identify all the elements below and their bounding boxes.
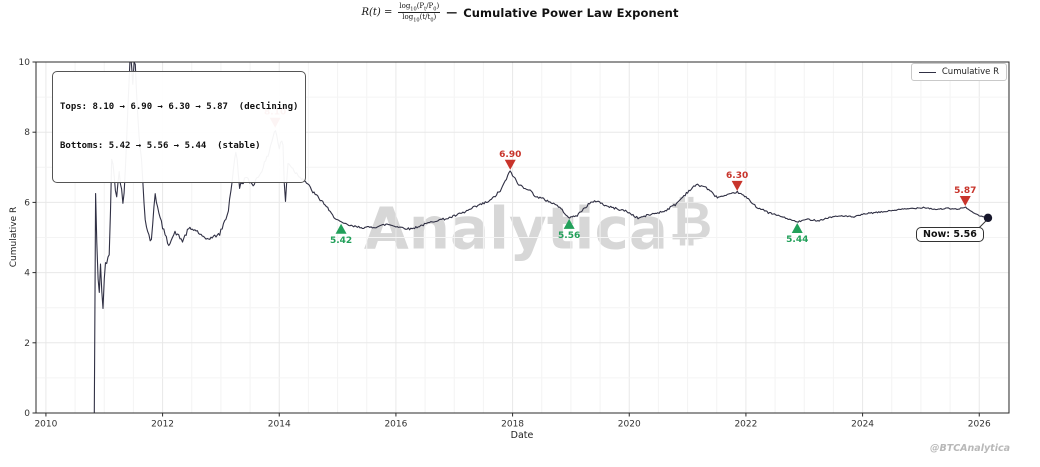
x-tick-label: 2022 <box>734 420 757 430</box>
top-marker-icon <box>504 159 516 170</box>
bottoms-line: Bottoms: 5.42 → 5.56 → 5.44 (stable) <box>60 141 261 151</box>
y-tick-label: 6 <box>24 198 30 208</box>
x-tick-label: 2012 <box>151 420 174 430</box>
plot-border <box>35 61 1010 414</box>
now-dot <box>983 213 993 223</box>
top-marker-label: 6.30 <box>726 171 748 181</box>
y-tick-label: 10 <box>19 58 31 68</box>
bottom-marker-icon <box>791 223 803 234</box>
formula-denominator: log10(t/t0) <box>402 13 437 24</box>
legend-label: Cumulative R <box>941 67 999 77</box>
x-tick-label: 2020 <box>618 420 641 430</box>
attribution: @BTCAnalytica <box>929 443 1010 454</box>
bottom-marker-label: 5.44 <box>786 235 808 245</box>
bottom-marker-icon <box>335 223 347 234</box>
top-marker-label: 6.90 <box>499 150 521 160</box>
chart-title: R(t) = log10(Pt/P0) log10(t/t0) — Cumula… <box>0 2 1040 24</box>
x-tick-label: 2024 <box>851 420 874 430</box>
formula-fraction: log10(Pt/P0) log10(t/t0) <box>398 2 441 24</box>
legend-line-sample <box>918 71 936 73</box>
cumulative-r-line <box>93 62 989 413</box>
x-tick-label: 2014 <box>268 420 291 430</box>
title-text: Cumulative Power Law Exponent <box>463 5 679 20</box>
now-label: Now: 5.56 <box>916 226 984 242</box>
legend: Cumulative R <box>910 63 1007 81</box>
y-tick-label: 8 <box>24 128 30 138</box>
y-tick-label: 4 <box>24 269 30 279</box>
tops-bottoms-annotation: Tops: 8.10 → 6.90 → 6.30 → 5.87 (declini… <box>52 71 307 183</box>
bottom-marker-icon <box>563 218 575 229</box>
formula-lhs: R(t) = <box>361 7 393 19</box>
x-axis-label: Date <box>510 430 534 441</box>
y-tick-label: 0 <box>24 409 30 419</box>
top-marker-label: 5.87 <box>954 186 976 196</box>
x-tick-label: 2026 <box>968 420 991 430</box>
now-label-text: Now: 5.56 <box>923 228 977 240</box>
bitcoin-icon: ₿ <box>668 191 713 253</box>
title-dash: — <box>446 6 458 20</box>
y-axis-label: Cumulative R <box>9 206 19 268</box>
bottom-marker-label: 5.56 <box>558 231 580 241</box>
top-marker-icon <box>959 195 971 206</box>
bottom-marker-label: 5.42 <box>330 236 352 246</box>
top-marker-icon <box>731 180 743 191</box>
x-tick-label: 2018 <box>501 420 524 430</box>
tops-line: Tops: 8.10 → 6.90 → 6.30 → 5.87 (declini… <box>60 102 299 112</box>
x-tick-label: 2016 <box>384 420 407 430</box>
formula-numerator: log10(Pt/P0) <box>398 2 441 14</box>
y-tick-label: 2 <box>24 339 30 349</box>
x-tick-label: 2010 <box>34 420 57 430</box>
